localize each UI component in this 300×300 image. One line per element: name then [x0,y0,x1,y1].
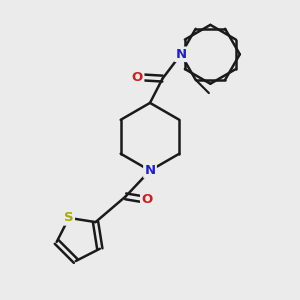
Text: O: O [141,194,153,206]
Text: N: N [176,48,187,61]
Text: O: O [132,70,143,84]
Text: S: S [64,212,74,224]
Text: N: N [144,164,156,177]
